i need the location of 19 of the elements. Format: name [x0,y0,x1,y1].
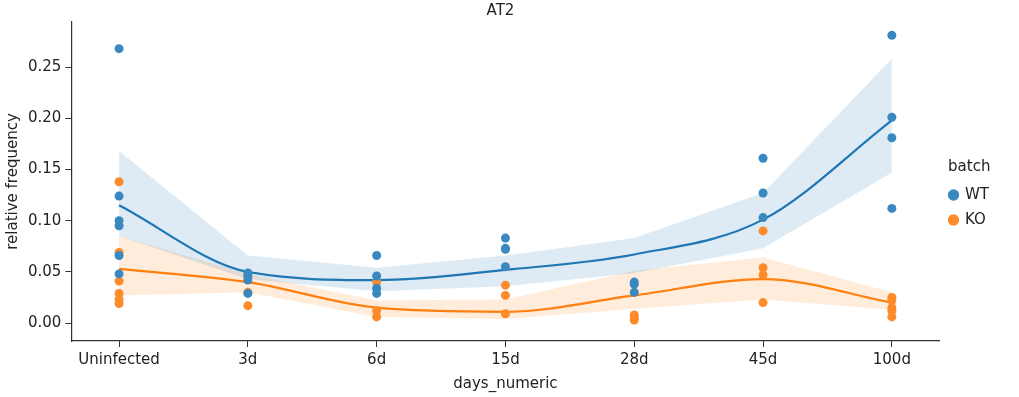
x-tick-label: 6d [367,349,387,368]
x-tick-label: 45d [748,349,778,368]
x-tick-label: 3d [238,349,258,368]
y-tick-label: 0.25 [27,56,62,75]
y-axis-title: relative frequency [2,113,21,250]
y-tick-label: 0.05 [27,261,62,280]
x-tick-label: 15d [491,349,520,368]
x-axis-title: days_numeric [453,373,558,393]
y-tick-label: 0.00 [27,312,62,331]
y-tick-label: 0.20 [27,108,62,127]
x-tick-label: 28d [619,349,649,368]
chart-title: AT2 [486,0,515,19]
y-tick-label: 0.15 [27,159,62,178]
legend-label: WT [965,184,990,203]
x-tick-label: Uninfected [78,349,160,368]
legend-title: batch [948,156,991,175]
legend-label: KO [965,209,986,228]
x-tick-label: 100d [872,349,911,368]
y-tick-label: 0.10 [27,210,62,229]
